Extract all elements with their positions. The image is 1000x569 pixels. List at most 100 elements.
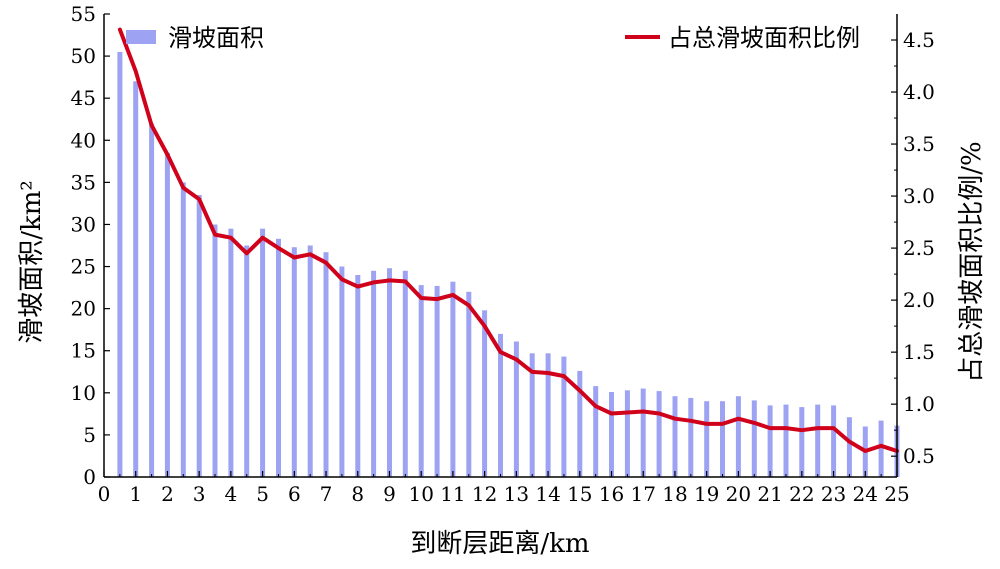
x-tick-label: 11 — [440, 482, 465, 506]
bar-mark — [545, 353, 551, 477]
y-right-tick-label: 0.5 — [903, 444, 935, 468]
x-tick-label: 5 — [256, 482, 269, 506]
legend-bar-label: 滑坡面积 — [168, 24, 264, 52]
y-right-tick-label: 2.0 — [903, 288, 935, 312]
x-tick-label: 15 — [567, 482, 592, 506]
bar-mark — [339, 266, 345, 477]
bar-mark — [846, 417, 852, 477]
y-right-tick-label: 1.5 — [903, 340, 935, 364]
x-tick-label: 7 — [320, 482, 333, 506]
legend-bar-swatch — [126, 30, 156, 44]
x-tick-label: 4 — [225, 482, 238, 506]
bar-mark — [260, 228, 266, 477]
y-left-tick-label: 50 — [71, 44, 96, 68]
bar-mark — [244, 245, 250, 477]
bar-mark — [276, 238, 281, 477]
bar-mark — [196, 195, 202, 477]
x-tick-label: 19 — [694, 482, 719, 506]
ratio-line — [117, 27, 899, 453]
y-left-tick-label: 55 — [71, 2, 96, 26]
x-tick-label: 18 — [662, 482, 687, 506]
bar-mark — [609, 392, 614, 477]
x-tick-label: 24 — [853, 482, 878, 506]
bar-mark — [561, 356, 567, 477]
x-tick-label: 20 — [726, 482, 751, 506]
bar-mark — [164, 152, 170, 477]
legend-line-label: 占总滑坡面积比例 — [668, 24, 860, 52]
x-tick-label: 23 — [821, 482, 846, 506]
x-tick-label: 12 — [472, 482, 497, 506]
x-tick-label: 22 — [789, 482, 814, 506]
bar-mark — [133, 81, 139, 478]
y-right-tick-label: 3.5 — [903, 132, 935, 156]
y-right-tick-label: 2.5 — [903, 236, 935, 260]
bar-mark — [117, 51, 123, 478]
x-tick-label: 25 — [884, 482, 909, 506]
bar-mark — [355, 275, 361, 477]
bar-mark — [704, 401, 710, 477]
bar-mark — [371, 270, 377, 477]
x-tick-label: 17 — [631, 482, 656, 506]
x-tick-label: 8 — [351, 482, 364, 506]
bar-mark — [307, 245, 313, 477]
bar-mark — [624, 390, 630, 477]
bar-mark — [434, 285, 440, 477]
y-left-tick-label: 25 — [71, 255, 96, 279]
x-axis-title: 到断层距离/km — [410, 529, 589, 559]
bar-mark — [672, 396, 678, 477]
y-right-axis-title: 占总滑坡面积比例/% — [957, 141, 987, 382]
bar-mark — [513, 341, 519, 477]
y-right-tick-label: 4.5 — [903, 28, 935, 52]
bar-mark — [735, 396, 741, 477]
x-tick-label: 13 — [504, 482, 529, 506]
x-tick-label: 14 — [535, 482, 560, 506]
bar-mark — [450, 281, 456, 477]
x-tick-label: 1 — [129, 482, 142, 506]
y-left-tick-label: 5 — [83, 423, 96, 447]
y-left-tick-label: 0 — [83, 465, 96, 489]
bar-mark — [767, 405, 773, 477]
legend-line: 占总滑坡面积比例 — [625, 24, 860, 52]
bar-mark — [831, 405, 837, 477]
y-left-axis-title: 滑坡面积/km² — [17, 180, 47, 344]
bar-mark — [640, 388, 646, 477]
x-tick-label: 0 — [98, 482, 111, 506]
y-left-tick-label: 30 — [71, 212, 96, 236]
x-tick-label: 21 — [757, 482, 782, 506]
bar-mark — [751, 400, 757, 477]
bars-layer — [117, 51, 900, 478]
ticks-layer: 0 1 2 3 4 5 6 7 8 9 10 11 12 13 14 15 16 17 18 19 20 21 22 23 24… — [71, 2, 935, 506]
x-tick-label: 2 — [161, 482, 174, 506]
bar-mark — [720, 401, 725, 477]
y-right-tick-label: 1.0 — [903, 392, 935, 416]
bar-mark — [149, 123, 155, 478]
bar-mark — [498, 333, 503, 477]
bar-mark — [228, 228, 234, 477]
bar-mark — [878, 420, 884, 477]
line-layer — [117, 27, 899, 453]
bar-mark — [799, 407, 805, 477]
y-left-tick-label: 40 — [71, 128, 96, 152]
bar-mark — [783, 404, 789, 477]
bar-mark — [387, 268, 392, 477]
y-left-tick-label: 20 — [71, 297, 96, 321]
y-left-tick-label: 15 — [71, 339, 96, 363]
y-left-tick-label: 35 — [71, 170, 96, 194]
bar-mark — [482, 310, 488, 477]
x-tick-label: 3 — [193, 482, 206, 506]
y-right-tick-label: 3.0 — [903, 184, 935, 208]
x-tick-label: 9 — [383, 482, 396, 506]
x-tick-label: 16 — [599, 482, 624, 506]
bar-mark — [180, 182, 186, 477]
bar-mark — [593, 386, 599, 477]
y-left-tick-label: 10 — [71, 381, 96, 405]
bar-mark — [402, 270, 408, 477]
y-right-tick-label: 4.0 — [903, 80, 935, 104]
bar-mark — [466, 291, 472, 477]
bar-mark — [323, 252, 329, 477]
legend-bar: 滑坡面积 — [126, 24, 264, 52]
bar-mark — [529, 353, 535, 477]
bar-mark — [212, 224, 218, 477]
